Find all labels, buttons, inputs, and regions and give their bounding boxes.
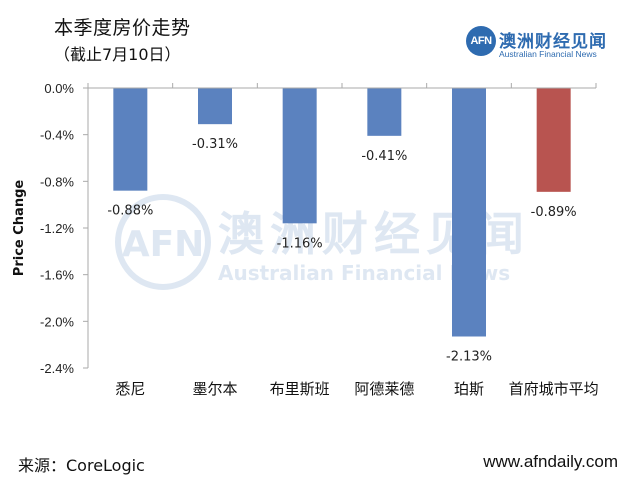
- website-link[interactable]: www.afndaily.com: [483, 452, 618, 471]
- x-tick-label: 墨尔本: [192, 380, 237, 398]
- data-label: -0.41%: [361, 149, 407, 164]
- y-tick-label: -2.4%: [40, 361, 74, 376]
- brand-name: 澳洲财经见闻: [499, 32, 607, 52]
- data-label: -0.89%: [531, 205, 577, 220]
- chart-subtitle: （截止7月10日）: [54, 45, 181, 64]
- x-tick-label: 首府城市平均: [509, 380, 599, 398]
- y-tick-label: -0.8%: [40, 174, 74, 189]
- brand-tagline: Australian Financial News: [499, 49, 597, 59]
- watermark-badge: AFN: [122, 224, 205, 265]
- source-note: 来源：CoreLogic: [18, 456, 145, 475]
- y-tick-label: 0.0%: [44, 81, 74, 96]
- brand-logo: AFN 澳洲财经见闻 Australian Financial News: [466, 26, 626, 66]
- x-tick-label: 阿德莱德: [354, 380, 414, 398]
- y-tick-label: -2.0%: [40, 314, 74, 329]
- bar: [198, 88, 232, 125]
- x-tick-label: 悉尼: [115, 380, 145, 398]
- y-axis-title: Price Change: [12, 180, 27, 277]
- y-tick-label: -1.6%: [40, 268, 74, 283]
- y-tick-label: -1.2%: [40, 221, 74, 236]
- data-label: -2.13%: [446, 350, 492, 365]
- y-axis: 0.0% -0.4% -0.8% -1.2% -1.6% -2.0% -2.4%: [40, 81, 89, 376]
- x-tick-label: 珀斯: [454, 380, 484, 398]
- y-tick-label: -0.4%: [40, 128, 74, 143]
- data-label: -1.16%: [277, 236, 323, 251]
- afn-logo-icon: AFN: [466, 26, 496, 56]
- x-tick-label: 布里斯班: [270, 380, 330, 398]
- chart-title: 本季度房价走势: [54, 17, 191, 39]
- bar-chart: AFN 澳洲财经见闻 Australian Financial News Pri…: [12, 81, 599, 398]
- bar: [282, 88, 317, 224]
- watermark-logo-icon: [115, 194, 211, 290]
- data-label: -0.31%: [192, 137, 238, 152]
- bar: [536, 88, 571, 192]
- data-label: -0.88%: [107, 204, 153, 219]
- data-labels: -0.88% -0.31% -1.16% -0.41% -2.13% -0.89%: [107, 137, 576, 364]
- bar: [113, 88, 148, 191]
- bars: [113, 88, 571, 337]
- bar: [452, 88, 486, 337]
- x-axis: 悉尼 墨尔本 布里斯班 阿德莱德 珀斯 首府城市平均: [87, 83, 599, 398]
- bar: [367, 88, 402, 136]
